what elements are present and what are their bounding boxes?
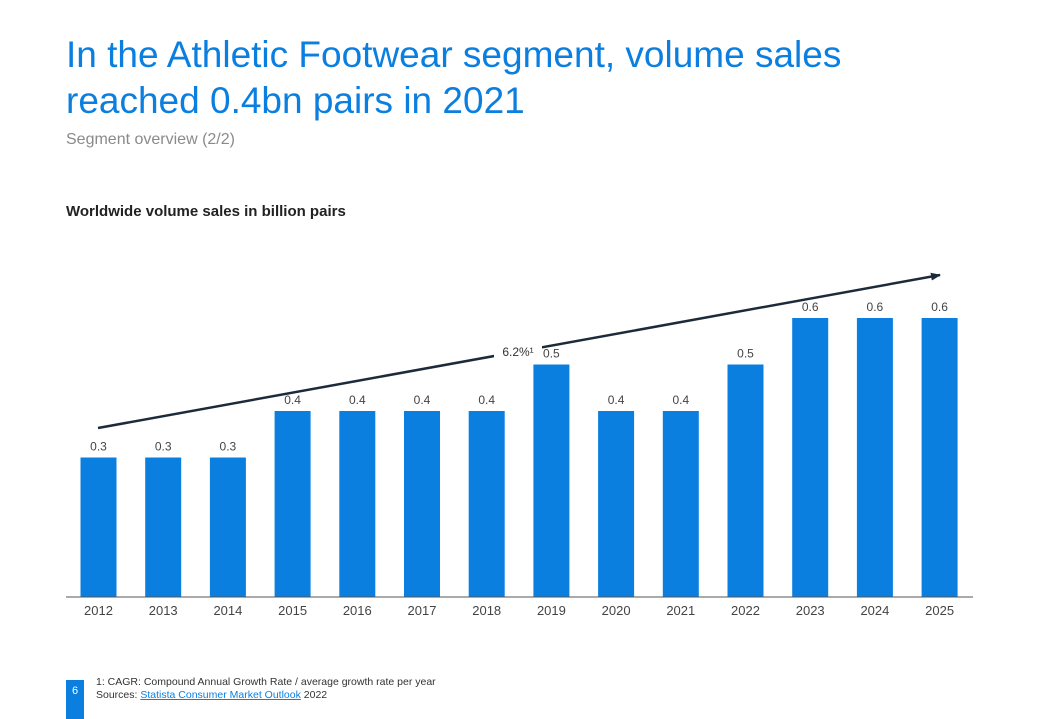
bar-2023 [792, 318, 829, 597]
data-label-2018: 0.4 [478, 393, 495, 407]
x-tick-2020: 2020 [602, 603, 631, 618]
x-tick-2021: 2021 [666, 603, 695, 618]
data-label-2015: 0.4 [284, 393, 301, 407]
bar-2016 [339, 411, 376, 597]
bar-2015 [274, 411, 311, 597]
bar-2018 [468, 411, 505, 597]
sources-link[interactable]: Statista Consumer Market Outlook [140, 689, 301, 701]
x-tick-2024: 2024 [860, 603, 889, 618]
cagr-label-bg [494, 340, 542, 362]
x-tick-2018: 2018 [472, 603, 501, 618]
page-subtitle: Segment overview (2/2) [66, 131, 235, 148]
x-tick-2017: 2017 [408, 603, 437, 618]
data-label-2013: 0.3 [155, 440, 172, 454]
x-tick-2016: 2016 [343, 603, 372, 618]
footnote-cagr: 1: CAGR: Compound Annual Growth Rate / a… [96, 676, 436, 688]
data-label-2022: 0.5 [737, 347, 754, 361]
x-tick-2013: 2013 [149, 603, 178, 618]
bar-2014 [209, 457, 246, 597]
cagr-label: 6.2%¹ [502, 345, 533, 359]
x-tick-2025: 2025 [925, 603, 954, 618]
x-tick-2023: 2023 [796, 603, 825, 618]
bar-2022 [727, 364, 764, 597]
x-tick-2019: 2019 [537, 603, 566, 618]
x-tick-2014: 2014 [213, 603, 242, 618]
data-label-2016: 0.4 [349, 393, 366, 407]
chart-title: Worldwide volume sales in billion pairs [66, 203, 346, 220]
bar-2017 [404, 411, 440, 597]
data-label-2025: 0.6 [931, 300, 948, 314]
bar-2025 [921, 318, 958, 597]
data-label-2019: 0.5 [543, 347, 560, 361]
data-label-2024: 0.6 [867, 300, 884, 314]
bar-2013 [145, 457, 182, 597]
data-label-2012: 0.3 [90, 440, 107, 454]
x-tick-2012: 2012 [84, 603, 113, 618]
bar-2020 [598, 411, 635, 597]
page-title: In the Athletic Footwear segment, volume… [66, 34, 842, 121]
bar-2024 [856, 318, 893, 597]
bar-2012 [80, 457, 117, 597]
footnote: 1: CAGR: Compound Annual Growth Rate / a… [96, 676, 436, 702]
page-number: 6 [66, 680, 84, 719]
data-label-2014: 0.3 [220, 440, 237, 454]
x-tick-2015: 2015 [278, 603, 307, 618]
sources-suffix: 2022 [300, 689, 328, 701]
x-tick-2022: 2022 [731, 603, 760, 618]
data-label-2021: 0.4 [672, 393, 689, 407]
bar-2019 [533, 364, 570, 597]
data-label-2023: 0.6 [802, 300, 819, 314]
data-label-2017: 0.4 [414, 393, 431, 407]
sources-prefix: Sources: [96, 689, 141, 701]
bar-2021 [662, 411, 699, 597]
data-label-2020: 0.4 [608, 393, 625, 407]
footnote-sources: Sources: Statista Consumer Market Outloo… [96, 689, 436, 702]
